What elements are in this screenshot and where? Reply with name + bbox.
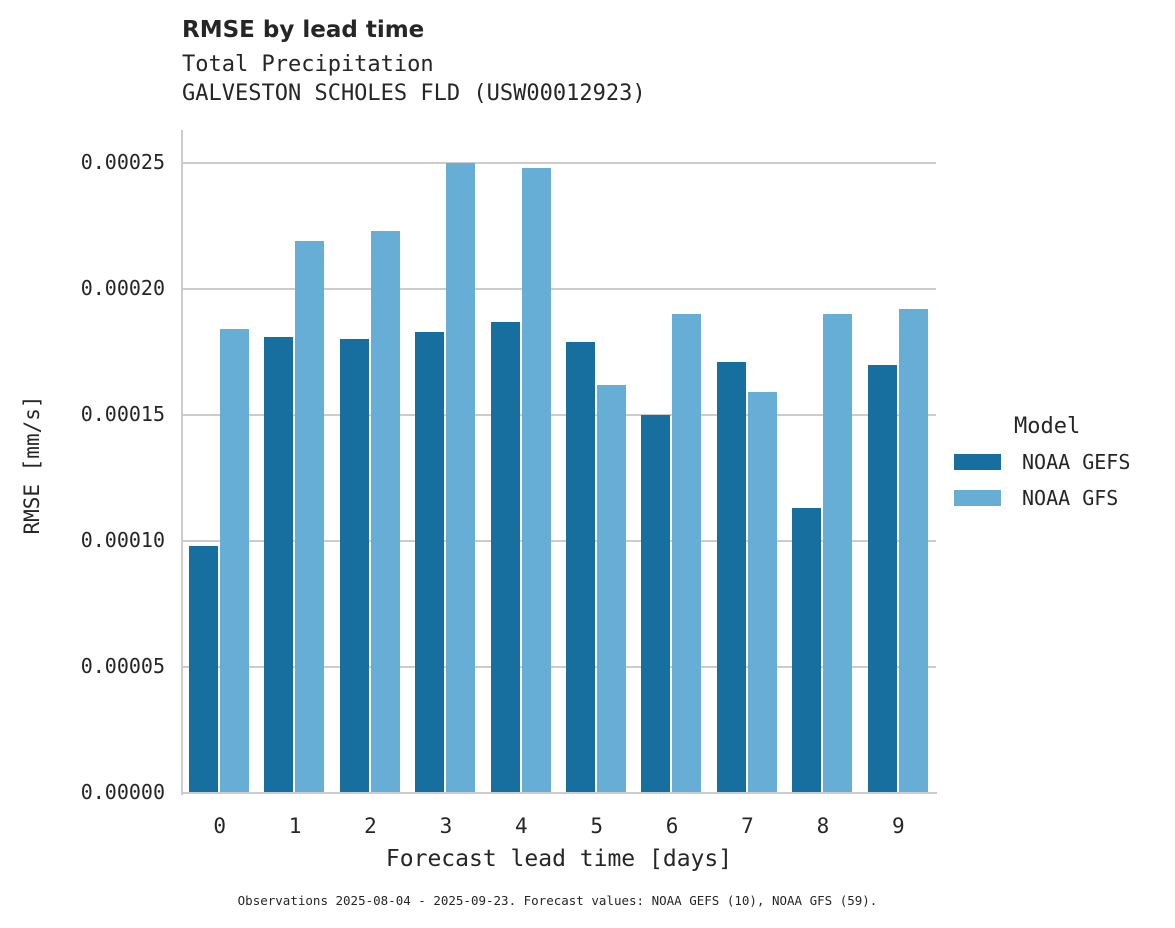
bar-noaa-gefs-4 (490, 321, 520, 793)
legend-item-gfs: NOAA GFS (954, 486, 1118, 510)
y-tick-label: 0.00005 (80, 654, 165, 678)
bar-noaa-gfs-3 (446, 163, 476, 793)
gridline (182, 666, 936, 668)
bar-noaa-gfs-0 (220, 329, 249, 793)
legend-swatch-gfs (954, 490, 1001, 506)
legend-swatch-gefs (954, 454, 1001, 470)
x-axis-spine (181, 792, 937, 794)
x-tick-label: 2 (364, 814, 377, 838)
bar-noaa-gefs-6 (641, 415, 671, 793)
bar-noaa-gefs-3 (415, 331, 445, 793)
bar-noaa-gfs-1 (295, 241, 325, 793)
bar-noaa-gefs-1 (264, 336, 294, 793)
gridline (182, 288, 936, 290)
gridline (182, 414, 936, 416)
x-axis-label: Forecast lead time [days] (385, 846, 733, 872)
bar-noaa-gefs-9 (867, 364, 897, 793)
x-tick-label: 9 (891, 814, 905, 838)
gridline (182, 162, 936, 164)
x-tick-label: 4 (514, 814, 528, 838)
chart-subtitle-variable: Total Precipitation (182, 52, 434, 77)
x-tick-label: 8 (816, 814, 830, 838)
bar-noaa-gfs-8 (823, 314, 853, 793)
y-tick-label: 0.00010 (80, 528, 165, 552)
x-tick-label: 5 (590, 814, 604, 838)
chart-title: RMSE by lead time (182, 17, 425, 43)
y-tick-label: 0.00000 (80, 780, 165, 804)
x-tick-label: 7 (741, 814, 754, 838)
x-tick-label: 1 (288, 814, 302, 838)
legend-item-gefs: NOAA GEFS (954, 450, 1130, 474)
legend-label-gefs: NOAA GEFS (1022, 450, 1131, 474)
x-tick-label: 0 (213, 814, 227, 838)
gridline (182, 540, 936, 542)
bar-noaa-gfs-6 (672, 314, 702, 793)
y-axis-label: RMSE [mm/s] (20, 395, 44, 535)
bar-noaa-gfs-5 (597, 384, 626, 793)
bar-noaa-gfs-7 (747, 392, 777, 793)
y-tick-label: 0.00020 (80, 276, 165, 300)
legend-label-gfs: NOAA GFS (1022, 486, 1119, 510)
bar-noaa-gefs-8 (792, 508, 822, 793)
x-tick-label: 6 (665, 814, 679, 838)
x-tick-label: 3 (439, 814, 453, 838)
bar-noaa-gfs-2 (370, 231, 400, 793)
bar-noaa-gefs-0 (189, 546, 218, 793)
legend-title: Model (1014, 414, 1081, 439)
bar-noaa-gfs-4 (521, 168, 551, 793)
y-tick-label: 0.00015 (80, 402, 165, 426)
bar-noaa-gefs-7 (716, 362, 746, 793)
y-tick-label: 0.00025 (80, 150, 165, 174)
footer-note: Observations 2025-08-04 - 2025-09-23. Fo… (237, 893, 878, 908)
plot-area (182, 130, 936, 793)
bar-noaa-gfs-9 (898, 309, 928, 793)
y-axis-spine (181, 130, 183, 795)
bar-noaa-gefs-2 (339, 339, 369, 793)
bar-noaa-gefs-5 (566, 341, 595, 793)
chart-subtitle-station: GALVESTON SCHOLES FLD (USW00012923) (182, 81, 646, 106)
